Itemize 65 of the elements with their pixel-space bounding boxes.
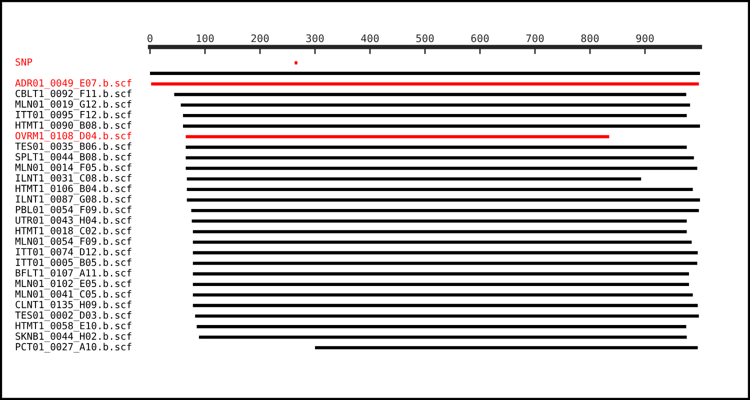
bar — [192, 251, 698, 254]
x-tick-label: 400 — [361, 34, 379, 42]
y-tick-label: OVRM1_0108_D04.b.scf — [16, 132, 132, 142]
bar — [186, 146, 687, 149]
bar — [192, 293, 693, 297]
bar — [191, 208, 699, 212]
y-tick-label: CBLT1_0092_F11.b.scf — [16, 90, 132, 100]
y-tick-label: HTMT1_0106_B04.b.scf — [16, 184, 132, 194]
x-tick-label: 900 — [636, 34, 654, 42]
bar — [150, 72, 700, 75]
bar — [192, 282, 689, 286]
y-tick-label: ITT01_0095_F12.b.scf — [16, 110, 132, 120]
y-tick-label: MLN01_0041_C05.b.scf — [15, 290, 132, 300]
y-tick-label: HTMT1_0018_C02.b.scf — [16, 226, 132, 236]
x-tick-label: 600 — [471, 34, 489, 42]
bar — [186, 198, 700, 202]
bar — [186, 166, 698, 170]
bar — [180, 103, 690, 107]
bar — [198, 336, 687, 339]
y-tick-label: ILNT1_0031_C08.b.scf — [16, 174, 132, 184]
bar — [192, 304, 698, 308]
bar — [192, 230, 687, 234]
y-tick-label: MLN01_0054_F09.b.scf — [15, 237, 132, 248]
y-tick-label: TES01_0035_B06.b.scf — [15, 142, 132, 152]
bar — [186, 177, 642, 180]
x-tick-label: 500 — [416, 34, 434, 42]
bar — [192, 240, 692, 244]
bar — [192, 220, 687, 223]
bar — [186, 188, 693, 192]
x-tick-label: 700 — [526, 34, 544, 42]
bar — [314, 346, 698, 350]
y-tick-label: MLN01_0019_G12.b.scf — [15, 100, 132, 110]
bar — [192, 272, 689, 276]
y-tick-label: MLN01_0014_F05.b.scf — [15, 164, 132, 174]
y-tick-label: PBL01_0054_F09.b.scf — [16, 206, 132, 216]
bar — [192, 262, 698, 265]
y-tick-label: BFLT1_0107_A11.b.scf — [16, 269, 132, 279]
y-tick-label: UTR01_0043_H04.b.scf — [16, 216, 132, 226]
y-tick-label: HTMT1_0090_B08.b.scf — [16, 121, 132, 131]
y-tick-label: SKNB1_0044_H02.b.scf — [16, 332, 132, 342]
bar — [195, 314, 699, 318]
y-tick-label: SPLT1_0044_B08.b.scf — [16, 152, 132, 163]
x-tick-label: 200 — [251, 34, 269, 42]
y-tick-label: SNP — [16, 58, 32, 66]
x-tick-label: 0 — [148, 34, 152, 42]
x-tick-label: 800 — [581, 34, 599, 42]
y-tick-label: CLNT1_0135_H09.b.scf — [16, 300, 132, 310]
bar — [186, 135, 610, 138]
bar — [151, 82, 699, 86]
y-tick-label: ILNT1_0087_G08.b.scf — [16, 195, 132, 205]
y-tick-label: PCT01_0027_A10.b.scf — [16, 342, 132, 353]
y-tick-label: ITT01_0074_D12.b.scf — [16, 248, 132, 258]
bar — [196, 325, 686, 328]
x-tick-label: 300 — [306, 34, 324, 42]
y-tick-label: TES01_0002_D03.b.scf — [15, 311, 132, 321]
x-tick-label: 100 — [196, 34, 214, 42]
bar — [183, 124, 700, 128]
bar — [186, 156, 694, 160]
bar — [174, 92, 686, 96]
bar — [294, 61, 298, 64]
bar — [183, 114, 687, 118]
y-tick-label: ADR01_0049_E07.b.scf — [15, 79, 132, 89]
y-tick-label: MLN01_0102_E05.b.scf — [15, 280, 132, 290]
y-tick-label: ITT01_0005_B05.b.scf — [16, 258, 132, 268]
y-tick-label: HTMT1_0058_E10.b.scf — [16, 322, 132, 332]
